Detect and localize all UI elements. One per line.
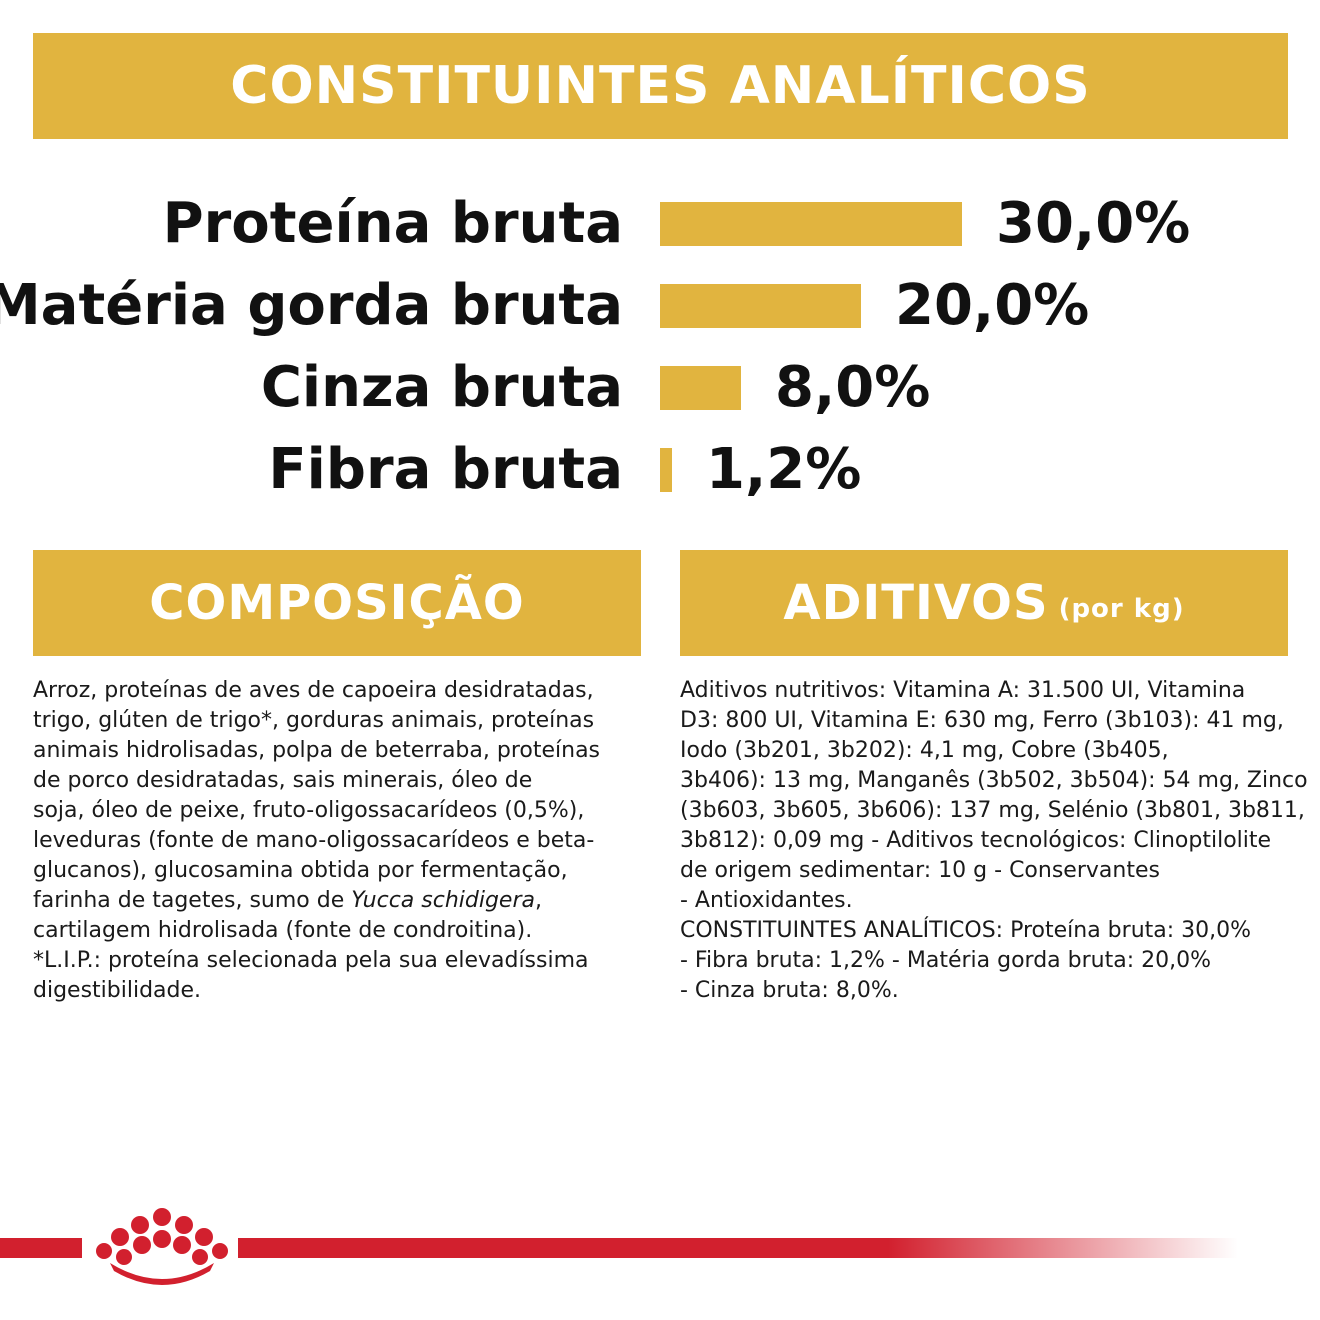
composition-line: animais hidrolisadas, polpa de beterraba… xyxy=(33,738,601,763)
composition-line: soja, óleo de peixe, fruto-oligossacaríd… xyxy=(33,798,585,823)
additives-line: 3b406): 13 mg, Manganês (3b502, 3b504): … xyxy=(680,768,1308,793)
composition-text: Arroz, proteínas de aves de capoeira des… xyxy=(33,676,633,1006)
additives-line: D3: 800 UI, Vitamina E: 630 mg, Ferro (3… xyxy=(680,708,1284,733)
additives-line: - Antioxidantes. xyxy=(680,888,853,913)
composition-line: digestibilidade. xyxy=(33,978,202,1003)
analytics-banner: CONSTITUINTES ANALÍTICOS xyxy=(33,33,1288,139)
row-bar xyxy=(660,202,962,246)
additives-line: - Cinza bruta: 8,0%. xyxy=(680,978,899,1003)
additives-title: ADITIVOS xyxy=(783,575,1049,631)
additives-line: (3b603, 3b605, 3b606): 137 mg, Selénio (… xyxy=(680,798,1305,823)
composition-banner: COMPOSIÇÃO xyxy=(33,550,641,656)
row-label: Proteína bruta xyxy=(162,191,623,256)
composition-line: leveduras (fonte de mano-oligossacarídeo… xyxy=(33,828,595,853)
row-label: Cinza bruta xyxy=(260,355,623,420)
row-bar xyxy=(660,366,741,410)
additives-line: de origem sedimentar: 10 g - Conservante… xyxy=(680,858,1160,883)
additives-text: Aditivos nutritivos: Vitamina A: 31.500 … xyxy=(680,676,1308,1006)
composition-line-italic: farinha de tagetes, sumo de Yucca schidi… xyxy=(33,886,633,916)
row-value: 20,0% xyxy=(895,273,1090,338)
analytics-row: Fibra bruta 1,2% xyxy=(0,430,1320,510)
footer-line-right xyxy=(238,1238,1238,1258)
additives-line: 3b812): 0,09 mg - Aditivos tecnológicos:… xyxy=(680,828,1272,853)
composition-italic-term: Yucca schidigera xyxy=(351,888,535,913)
composition-title: COMPOSIÇÃO xyxy=(149,575,525,631)
analytics-title: CONSTITUINTES ANALÍTICOS xyxy=(230,56,1091,116)
row-label: Matéria gorda bruta xyxy=(0,273,623,338)
additives-title-suffix: (por kg) xyxy=(1058,594,1185,624)
composition-line: trigo, glúten de trigo*, gorduras animai… xyxy=(33,708,595,733)
row-value: 8,0% xyxy=(775,355,931,420)
additives-line: Aditivos nutritivos: Vitamina A: 31.500 … xyxy=(680,678,1246,703)
row-value: 1,2% xyxy=(706,437,862,502)
additives-line: - Fibra bruta: 1,2% - Matéria gorda brut… xyxy=(680,948,1211,973)
row-value: 30,0% xyxy=(996,191,1191,256)
analytics-row: Proteína bruta 30,0% xyxy=(0,184,1320,264)
composition-line: glucanos), glucosamina obtida por fermen… xyxy=(33,858,568,883)
analytics-row: Cinza bruta 8,0% xyxy=(0,348,1320,428)
crown-icon xyxy=(96,1208,228,1285)
composition-line: cartilagem hidrolisada (fonte de condroi… xyxy=(33,918,533,943)
footer-line-left xyxy=(0,1238,82,1258)
row-bar xyxy=(660,448,672,492)
composition-line: de porco desidratadas, sais minerais, ól… xyxy=(33,768,533,793)
additives-line: CONSTITUINTES ANALÍTICOS: Proteína bruta… xyxy=(680,918,1252,943)
row-label: Fibra bruta xyxy=(268,437,623,502)
additives-banner: ADITIVOS (por kg) xyxy=(680,550,1288,656)
analytics-row: Matéria gorda bruta 20,0% xyxy=(0,266,1320,346)
row-bar xyxy=(660,284,861,328)
composition-line-prefix: farinha de tagetes, sumo de xyxy=(33,888,352,913)
composition-line: *L.I.P.: proteína selecionada pela sua e… xyxy=(33,948,589,973)
composition-italic-suffix: , xyxy=(535,888,542,913)
composition-line: Arroz, proteínas de aves de capoeira des… xyxy=(33,678,594,703)
additives-line: Iodo (3b201, 3b202): 4,1 mg, Cobre (3b40… xyxy=(680,738,1169,763)
